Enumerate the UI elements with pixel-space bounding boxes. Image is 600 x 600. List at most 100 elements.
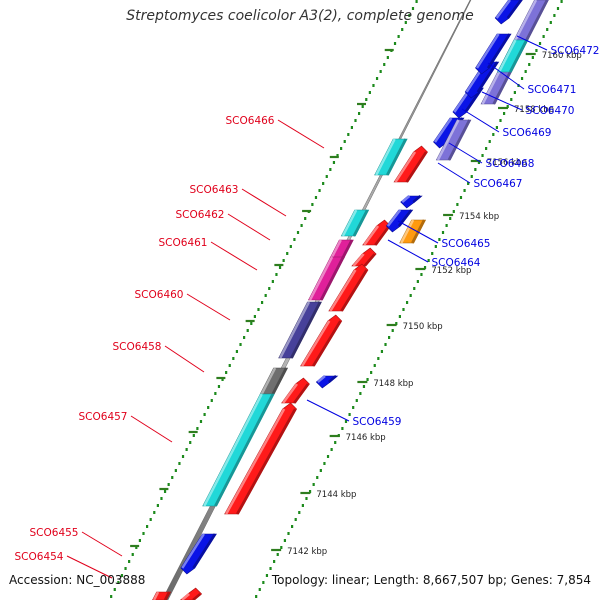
gene-shade (508, 39, 528, 73)
reverse-gene-label[interactable]: SCO6465 (442, 238, 491, 250)
reverse-gene-label[interactable]: SCO6468 (486, 158, 535, 170)
track-dot (260, 301, 264, 304)
gene-SCO6462-f[interactable] (351, 247, 377, 267)
gene-highlight (301, 320, 331, 367)
gene-SCO6460-f[interactable] (300, 314, 343, 367)
forward-gene-label[interactable]: SCO6454 (15, 551, 64, 563)
track-dot (142, 532, 145, 535)
reverse-gene-label[interactable]: SCO6471 (528, 84, 577, 96)
gene-SCO6471-c[interactable] (497, 39, 529, 73)
gene-SCO6455-f[interactable] (180, 587, 203, 600)
reverse-gene-label[interactable]: SCO6469 (503, 127, 552, 139)
track-dot (296, 231, 300, 234)
track-dot (474, 168, 477, 171)
gene-SCO6467-r[interactable] (435, 119, 472, 161)
gene-shade (271, 367, 288, 395)
gene-features (152, 0, 549, 600)
reverse-gene-label[interactable]: SCO6464 (432, 257, 481, 269)
gene-SCO6454-l[interactable] (152, 591, 172, 600)
track-dot (366, 378, 369, 381)
gene-SCO6457-l[interactable] (202, 393, 275, 507)
gene-highlight (181, 593, 190, 600)
gene-SCO6461-f[interactable] (328, 263, 369, 312)
gene-SCO6458-l[interactable] (259, 367, 289, 395)
gene-highlight (497, 39, 517, 73)
scale-tick-label: 7146 kbp (346, 433, 386, 443)
gene-SCO6466-l[interactable] (374, 138, 408, 176)
gene-SCO6456-r[interactable] (180, 533, 217, 575)
forward-gene-label[interactable]: SCO6466 (226, 115, 275, 127)
track-dot (538, 42, 542, 45)
gene-SCO6463-l[interactable] (340, 209, 370, 237)
gene-SCO6472-r[interactable] (494, 0, 523, 25)
forward-gene-label[interactable]: SCO6460 (135, 289, 184, 301)
track-dot (257, 308, 260, 311)
track-dot (431, 252, 434, 255)
gene-SCO6459-r[interactable] (315, 375, 339, 389)
track-dot (325, 175, 328, 178)
forward-gene-label[interactable]: SCO6455 (30, 527, 79, 539)
gene-SCO6458-f[interactable] (281, 377, 310, 404)
reverse-leader-line (306, 399, 350, 422)
track-dot (178, 462, 181, 465)
gene-SCO6462-l[interactable] (329, 239, 354, 259)
gene-highlight (330, 239, 342, 259)
track-dot (502, 112, 506, 115)
gene-SCO6463-f[interactable] (362, 219, 391, 246)
track-dot (434, 245, 437, 248)
reverse-leader-line (387, 239, 429, 263)
track-dot (354, 119, 357, 122)
track-dot (499, 119, 502, 122)
reverse-gene-label[interactable]: SCO6459 (353, 416, 402, 428)
gene-SCO6466-f[interactable] (393, 145, 428, 183)
gene-highlight (341, 209, 358, 237)
track-dot (361, 105, 364, 108)
forward-gene-label[interactable]: SCO6457 (79, 411, 128, 423)
track-dot (393, 42, 397, 45)
track-dot (506, 105, 509, 108)
track-dot (485, 147, 488, 150)
gene-highlight (352, 253, 365, 267)
gene-shade (236, 408, 297, 515)
track-dot (225, 371, 228, 374)
gene-SCO6461-l[interactable] (307, 256, 346, 301)
forward-gene-label[interactable]: SCO6462 (176, 209, 225, 221)
track-dot (265, 574, 269, 577)
gene-shade (163, 591, 171, 600)
track-dot (488, 140, 491, 143)
forward-gene-label[interactable]: SCO6461 (159, 237, 208, 249)
track-dot (311, 203, 314, 206)
track-dot (355, 399, 358, 402)
track-dot (510, 98, 513, 101)
track-dot (131, 553, 134, 556)
gene-SCO6457-f[interactable] (224, 402, 297, 515)
reverse-gene-label[interactable]: SCO6470 (526, 105, 575, 117)
reverse-leader-line (516, 35, 548, 51)
track-dot (174, 469, 177, 472)
gene-highlight (436, 119, 460, 161)
track-dot (334, 441, 337, 444)
gene-SCO6465-r2[interactable] (385, 209, 414, 233)
gene-shade (412, 195, 422, 203)
track-dot (404, 21, 407, 24)
track-dot (441, 231, 445, 234)
forward-gene-label[interactable]: SCO6463 (190, 184, 239, 196)
track-dot (145, 525, 149, 528)
reverse-gene-label[interactable]: SCO6472 (551, 45, 600, 57)
reverse-gene-label[interactable]: SCO6467 (474, 178, 523, 190)
forward-leader-line (130, 415, 173, 443)
gene-SCO6471-r[interactable] (475, 33, 512, 75)
track-dot (273, 560, 276, 563)
track-dot (352, 406, 355, 409)
gene-shade (192, 593, 201, 600)
track-dot (110, 595, 113, 598)
gene-SCO6464-r[interactable] (399, 219, 427, 244)
gene-highlight (495, 0, 511, 19)
forward-leader-line (81, 531, 123, 557)
forward-gene-label[interactable]: SCO6458 (113, 341, 162, 353)
gene-SCO6465-r[interactable] (400, 195, 423, 209)
gene-SCO6460-l[interactable] (278, 301, 322, 359)
gene-shade (411, 219, 426, 244)
track-dot (391, 329, 394, 332)
